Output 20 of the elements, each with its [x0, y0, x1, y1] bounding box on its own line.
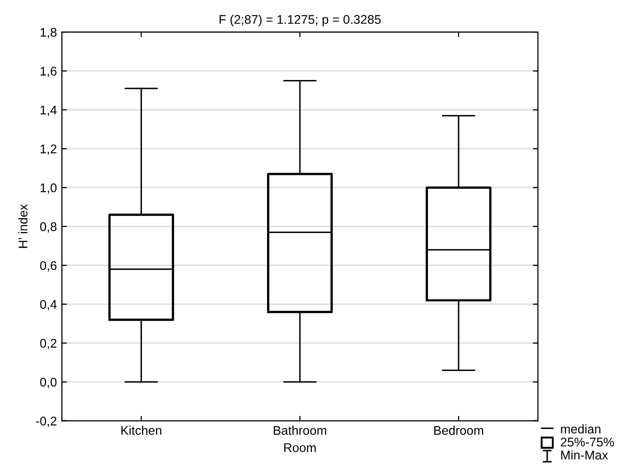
y-tick-label: 1,4 [40, 106, 57, 116]
y-tick-label: 1,2 [40, 144, 56, 155]
x-tick-label: Bathroom [274, 426, 326, 435]
y-tick-label: 0,2 [40, 338, 56, 350]
text: 25%-75% [560, 438, 614, 446]
text: Min-Max [561, 450, 608, 460]
y-tick-label: -0,2 [36, 416, 56, 427]
x-tick-label: Kitchen [121, 426, 162, 435]
x-tick-label: Bedroom [434, 426, 484, 435]
chart-title: F (2;87) = 1.1275; p = 0.3285 [220, 14, 381, 26]
y-tick-label: 0,8 [40, 222, 56, 233]
text: median [561, 424, 600, 434]
y-tick-label: 1,8 [40, 28, 56, 38]
y-tick-label: 1,6 [40, 66, 56, 78]
y-tick-label: 0,6 [40, 261, 56, 272]
y-tick-label: 1,0 [40, 183, 57, 194]
y-tick-label: 0,0 [40, 378, 57, 388]
y-axis-title: H' index [18, 204, 28, 248]
y-tick-label: 0,4 [40, 300, 57, 310]
x-axis-title: Room [284, 443, 316, 452]
